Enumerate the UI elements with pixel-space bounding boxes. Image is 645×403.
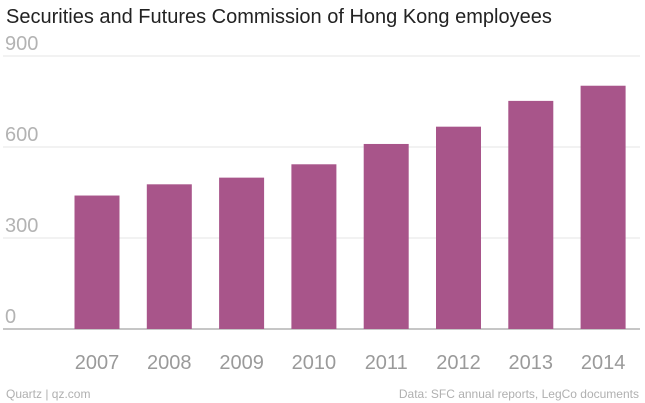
y-axis-ticks: 0 300 600 900 — [5, 33, 38, 328]
x-tick-label: 2012 — [436, 352, 481, 374]
bar-2013 — [508, 100, 554, 329]
source-text: Data: SFC annual reports, LegCo document… — [398, 387, 639, 401]
chart-title: Securities and Futures Commission of Hon… — [6, 6, 552, 28]
bar-2011 — [363, 143, 409, 329]
x-tick-label: 2009 — [219, 352, 264, 374]
x-tick-label: 2008 — [147, 352, 192, 374]
bar-2009 — [219, 177, 265, 329]
x-tick-label: 2011 — [365, 352, 408, 374]
x-axis-ticks: 2007 2008 2009 2010 2011 2012 2013 2014 — [75, 352, 626, 374]
x-tick-label: 2013 — [509, 352, 554, 374]
y-tick-label: 900 — [5, 33, 38, 55]
x-tick-label: 2010 — [292, 352, 337, 374]
bar-2012 — [436, 126, 481, 329]
y-tick-label: 600 — [5, 124, 38, 146]
y-tick-label: 300 — [5, 215, 38, 237]
bar-2014 — [580, 85, 626, 329]
bars — [74, 85, 626, 329]
bar-2010 — [291, 164, 337, 329]
x-tick-label: 2014 — [581, 352, 626, 374]
x-tick-label: 2007 — [75, 352, 120, 374]
bar-2008 — [146, 184, 192, 329]
credit-text: Quartz | qz.com — [6, 387, 91, 401]
y-tick-label: 0 — [5, 306, 16, 328]
bar-2007 — [74, 195, 120, 329]
